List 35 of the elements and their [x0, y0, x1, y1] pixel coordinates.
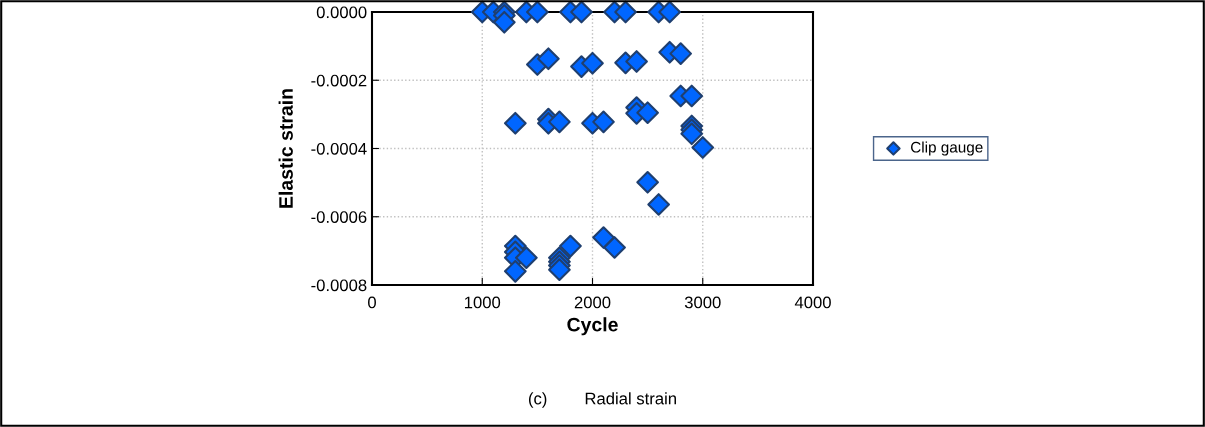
- y-tick-label: 0.0000: [316, 6, 367, 19]
- legend-label: Clip gauge: [911, 141, 983, 156]
- point: [526, 0, 549, 24]
- point: [548, 110, 571, 134]
- y-axis-title: Elastic strain: [278, 89, 293, 208]
- x-axis-title: Cycle: [567, 317, 618, 336]
- y-tick-label: -0.0006: [311, 211, 367, 223]
- point: [625, 50, 648, 73]
- x-tick-label: 2000: [574, 296, 611, 309]
- y-tick-label: -0.0002: [311, 74, 367, 87]
- point: [503, 260, 527, 283]
- point: [614, 0, 637, 24]
- point: [669, 42, 693, 65]
- point: [636, 170, 659, 194]
- point: [691, 136, 715, 159]
- point: [636, 101, 659, 125]
- y-tick-label: -0.0004: [311, 142, 367, 155]
- point: [581, 51, 604, 75]
- point: [647, 193, 670, 216]
- x-tick-label: 4000: [794, 296, 831, 309]
- point: [592, 110, 615, 134]
- point: [570, 0, 593, 24]
- x-tick-label: 3000: [684, 296, 721, 309]
- point: [680, 84, 704, 108]
- text: (c) Radial strain: [528, 392, 676, 408]
- point: [658, 0, 682, 24]
- point: [603, 236, 626, 259]
- point: [559, 234, 582, 258]
- point: [503, 111, 527, 135]
- y-tick-label: -0.0008: [311, 279, 367, 292]
- x-tick-label: 1000: [464, 296, 501, 309]
- point: [537, 47, 560, 71]
- point: [492, 10, 516, 34]
- point: [515, 246, 538, 270]
- x-tick-label: 0: [368, 296, 376, 309]
